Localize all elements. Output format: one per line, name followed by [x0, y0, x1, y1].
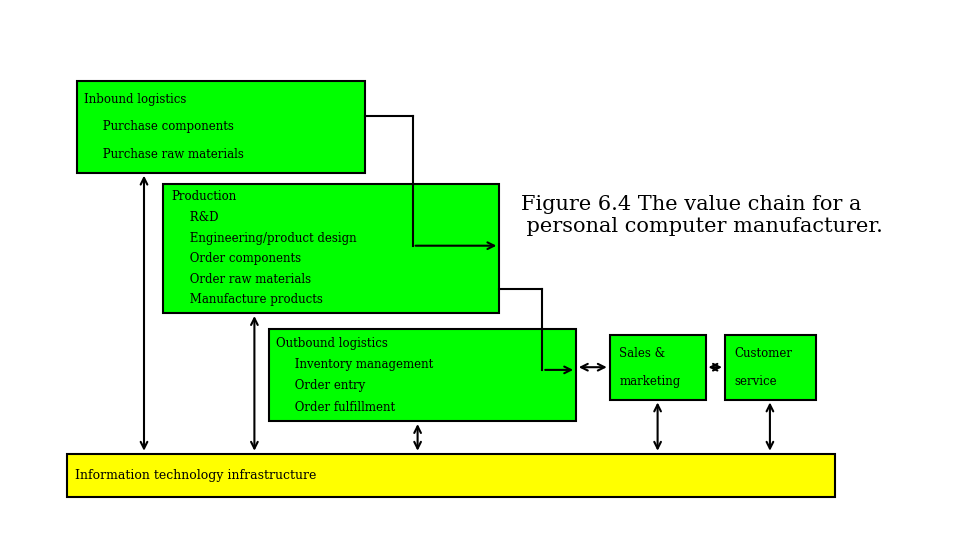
- Text: Production: Production: [171, 191, 236, 204]
- Text: Information technology infrastructure: Information technology infrastructure: [75, 469, 316, 482]
- Text: Manufacture products: Manufacture products: [171, 293, 323, 306]
- FancyBboxPatch shape: [67, 454, 835, 497]
- Text: Order components: Order components: [171, 252, 301, 265]
- FancyBboxPatch shape: [725, 335, 816, 400]
- Text: Inbound logistics: Inbound logistics: [84, 92, 187, 106]
- Text: Engineering/product design: Engineering/product design: [171, 232, 356, 245]
- FancyBboxPatch shape: [163, 184, 499, 313]
- Text: Purchase components: Purchase components: [84, 120, 234, 133]
- Text: Figure 6.4 The value chain for a
    personal computer manufacturer.: Figure 6.4 The value chain for a persona…: [500, 195, 882, 237]
- Text: Order fulfillment: Order fulfillment: [276, 401, 396, 414]
- Text: Outbound logistics: Outbound logistics: [276, 337, 389, 350]
- Text: marketing: marketing: [619, 375, 681, 388]
- FancyBboxPatch shape: [77, 81, 365, 173]
- Text: service: service: [734, 375, 777, 388]
- Text: Order raw materials: Order raw materials: [171, 273, 311, 286]
- Text: R&D: R&D: [171, 211, 218, 224]
- FancyBboxPatch shape: [610, 335, 706, 400]
- Text: Sales &: Sales &: [619, 347, 665, 360]
- Text: Purchase raw materials: Purchase raw materials: [84, 148, 245, 161]
- Text: Inventory management: Inventory management: [276, 358, 434, 371]
- FancyBboxPatch shape: [269, 329, 576, 421]
- Text: Customer: Customer: [734, 347, 792, 360]
- Text: Order entry: Order entry: [276, 380, 366, 393]
